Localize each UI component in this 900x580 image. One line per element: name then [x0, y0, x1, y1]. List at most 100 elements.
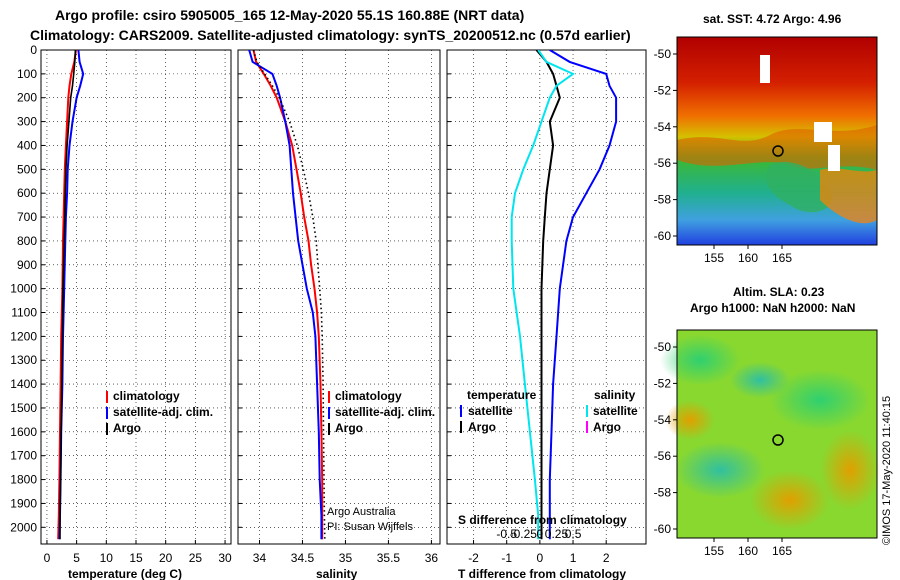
s-difference-tick-label: 0: [537, 527, 544, 541]
x-tick-label: 0: [537, 551, 544, 565]
sla-map-title: Altim. SLA: 0.23: [733, 285, 825, 299]
x-tick-label: 0: [44, 551, 51, 565]
lat-tick-label: -56: [654, 156, 672, 170]
temperature-axis-label: temperature (deg C): [68, 567, 182, 580]
x-tick-label: 35: [339, 551, 353, 565]
salinity-panel: 34 34.5 35 35.5 36 salinity climatology sate…: [237, 49, 441, 580]
annotation-argo-australia: Argo Australia: [327, 506, 396, 518]
difference-panel: -2 -1 0 1 2-0.5-0.25 0 0.250.5 T difference fr…: [446, 49, 647, 580]
x-tick-label: 35.5: [377, 551, 401, 565]
legend-label-s-satellite: satellite: [593, 404, 638, 418]
y-tick-label: 1400: [10, 377, 37, 391]
sst-warm-patch: [820, 168, 877, 224]
x-tick-label: 34.5: [291, 551, 315, 565]
s-difference-tick-label: -0.25: [510, 527, 538, 541]
y-tick-label: 500: [17, 162, 37, 176]
legend-label-climatology: climatology: [335, 389, 402, 403]
title-line-1: Argo profile: csiro 5905005_165 12-May-2…: [55, 7, 524, 23]
lat-tick-label: -50: [654, 47, 672, 61]
series-line-temperature-satellite: [548, 50, 618, 540]
x-tick-label: -1: [501, 551, 512, 565]
x-tick-label: 5: [73, 551, 80, 565]
sla-eddy: [675, 442, 765, 498]
y-tick-label: 100: [17, 67, 37, 81]
float-position-marker: [772, 145, 784, 157]
legend-label-climatology: climatology: [113, 389, 180, 403]
legend-label-t-argo: Argo: [468, 420, 496, 434]
y-tick-label: 300: [17, 115, 37, 129]
lon-tick-label: 165: [772, 251, 792, 265]
y-tick-label: 1800: [10, 473, 37, 487]
x-tick-label: 15: [129, 551, 143, 565]
lat-tick-label: -54: [654, 413, 672, 427]
annotation-pi: PI: Susan Wijffels: [327, 521, 413, 533]
sla-warm: [665, 400, 715, 440]
lon-tick-label: 155: [704, 544, 724, 558]
y-tick-label: 0: [30, 43, 37, 57]
difference-legend: temperature salinity satellite Argo sate…: [460, 388, 638, 434]
x-tick-label: 34: [253, 551, 267, 565]
y-tick-label: 2000: [10, 520, 37, 534]
y-tick-label: 400: [17, 138, 37, 152]
lon-tick-label: 160: [738, 251, 758, 265]
lon-tick-label: 165: [772, 544, 792, 558]
series-line-temperature-argo: [535, 50, 561, 540]
series-line-climatology: [252, 50, 324, 540]
y-tick-label: 600: [17, 186, 37, 200]
s-difference-tick-label: 0.5: [565, 527, 582, 541]
sla-warm: [820, 430, 880, 510]
series-line-climatology: [57, 50, 77, 540]
y-tick-label: 1300: [10, 353, 37, 367]
sla-eddy: [770, 370, 870, 430]
lat-tick-label: -58: [654, 486, 672, 500]
s-difference-tick-label: 0.25: [545, 527, 569, 541]
x-tick-label: 25: [189, 551, 203, 565]
sla-warm: [750, 470, 830, 530]
x-tick-label: 36: [425, 551, 439, 565]
lat-tick-label: -60: [654, 229, 672, 243]
series-line-argo: [59, 50, 77, 540]
lat-tick-label: -50: [654, 340, 672, 354]
difference-panel-frame: [446, 49, 647, 545]
y-tick-label: 1600: [10, 425, 37, 439]
y-tick-label: 1000: [10, 282, 37, 296]
series-line-salinity-satellite: [510, 50, 575, 540]
legend-label-argo: Argo: [113, 421, 141, 435]
lon-tick-label: 160: [738, 544, 758, 558]
t-difference-axis-label: T difference from climatology: [458, 567, 626, 580]
y-tick-label: 1500: [10, 401, 37, 415]
y-tick-label: 1900: [10, 496, 37, 510]
y-tick-label: 800: [17, 234, 37, 248]
x-tick-label: 20: [159, 551, 173, 565]
salinity-panel-frame: [237, 49, 441, 545]
y-tick-label: 1100: [11, 306, 37, 320]
sla-eddy: [660, 335, 740, 385]
x-tick-label: 30: [218, 551, 232, 565]
lat-tick-label: -52: [654, 83, 672, 97]
sst-cloud-mask: [814, 122, 832, 142]
legend-title-temperature: temperature: [467, 388, 537, 402]
sst-cloud-mask: [760, 55, 770, 83]
sla-map-frame: [676, 329, 878, 539]
series-line-argo: [252, 50, 326, 540]
legend-title-salinity: salinity: [594, 388, 636, 402]
sst-map: sat. SST: 4.72 Argo: 4.96 -50 -52 -54 -56 -5…: [654, 12, 878, 265]
temperature-legend: climatology satellite-adj. clim. Argo: [106, 389, 213, 435]
y-tick-label: 1700: [10, 449, 37, 463]
x-tick-label: 10: [100, 551, 114, 565]
y-tick-label: 200: [17, 91, 37, 105]
legend-label-argo: Argo: [335, 421, 363, 435]
sst-map-title: sat. SST: 4.72 Argo: 4.96: [703, 12, 842, 26]
lat-tick-label: -58: [654, 193, 672, 207]
temperature-panel: 0100200300400500600700800900100011001200…: [10, 43, 232, 580]
x-tick-label: 2: [603, 551, 610, 565]
lon-tick-label: 155: [704, 251, 724, 265]
series-line-satellite-adj-clim-: [248, 50, 323, 540]
sla-map-subtitle: Argo h1000: NaN h2000: NaN: [690, 301, 855, 315]
lat-tick-label: -52: [654, 376, 672, 390]
salinity-legend: climatology satellite-adj. clim. Argo: [328, 389, 435, 435]
s-difference-tick-label: -0.5: [496, 527, 517, 541]
float-position-marker: [772, 434, 784, 446]
sla-eddy: [730, 362, 790, 398]
